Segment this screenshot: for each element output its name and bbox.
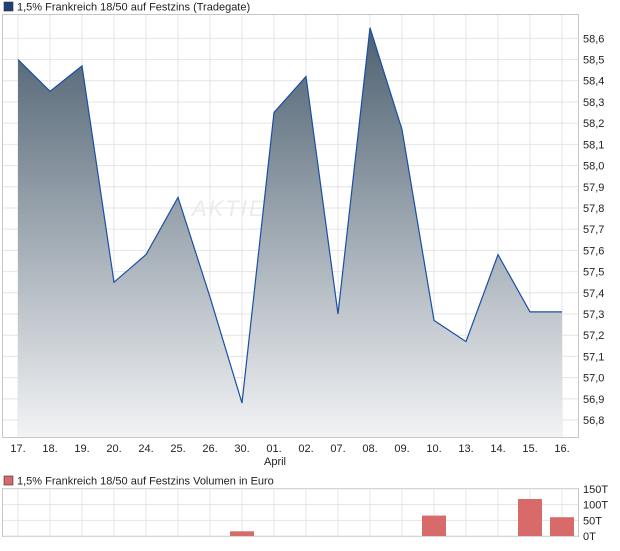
main-xtick-label: 13. xyxy=(458,443,473,455)
volume-ytick-label: 100T xyxy=(583,500,608,512)
main-ytick-label: 58,5 xyxy=(583,55,604,67)
volume-bar-10. xyxy=(422,516,446,536)
volume-ytick-label: 0T xyxy=(583,531,596,543)
volume-y-axis-labels: 150T 100T 50T 0T xyxy=(583,484,608,543)
main-ytick-label: 58,1 xyxy=(583,139,604,151)
main-ytick-label: 57,1 xyxy=(583,351,604,363)
main-xtick-label: 10. xyxy=(426,443,441,455)
main-ytick-label: 57,3 xyxy=(583,309,604,321)
price-area-fill xyxy=(18,28,562,437)
volume-bar-30. xyxy=(230,531,254,536)
main-legend-swatch xyxy=(4,2,13,11)
main-ytick-label: 56,9 xyxy=(583,394,604,406)
main-xtick-label: 17. xyxy=(10,443,25,455)
volume-legend-swatch xyxy=(4,476,13,485)
main-ytick-label: 58,0 xyxy=(583,161,604,173)
volume-bar-15. xyxy=(518,499,542,536)
volume-chart-title: 1,5% Frankreich 18/50 auf Festzins Volum… xyxy=(17,476,274,488)
main-xtick-label: 20. xyxy=(106,443,121,455)
main-xtick-label: 02. xyxy=(298,443,313,455)
main-xtick-label: 25. xyxy=(170,443,185,455)
volume-ytick-label: 150T xyxy=(583,484,608,496)
main-ytick-label: 58,2 xyxy=(583,118,604,130)
main-xtick-label: 09. xyxy=(394,443,409,455)
main-ytick-label: 57,6 xyxy=(583,245,604,257)
main-xtick-label: 08. xyxy=(362,443,377,455)
x-axis-month-label: April xyxy=(264,456,286,468)
main-ytick-label: 58,4 xyxy=(583,76,604,88)
volume-grid xyxy=(3,489,578,536)
main-xtick-label: 14. xyxy=(490,443,505,455)
main-ytick-label: 58,6 xyxy=(583,33,604,45)
main-xtick-label: 07. xyxy=(330,443,345,455)
main-ytick-label: 56,8 xyxy=(583,415,604,427)
main-ytick-label: 57,4 xyxy=(583,288,604,300)
main-chart-title: 1,5% Frankreich 18/50 auf Festzins (Trad… xyxy=(17,2,250,14)
main-xtick-label: 16. xyxy=(554,443,569,455)
main-xtick-label: 26. xyxy=(202,443,217,455)
main-ytick-label: 57,5 xyxy=(583,267,604,279)
main-x-axis-labels: 17. 18. 19. 20. 24. 25. 26. 30. 01. 02. 07. 08. 09. 1… xyxy=(10,443,569,455)
main-y-axis-labels: 58,6 58,5 58,4 58,3 58,2 58,1 58,0 57,9 57,8 57,7… xyxy=(583,33,604,427)
main-ytick-label: 57,8 xyxy=(583,203,604,215)
main-xtick-label: 19. xyxy=(74,443,89,455)
main-ytick-label: 57,0 xyxy=(583,373,604,385)
main-xtick-label: 15. xyxy=(522,443,537,455)
main-area-group xyxy=(18,28,562,437)
volume-plot-frame xyxy=(3,489,579,537)
volume-bar-16. xyxy=(550,517,574,536)
main-xtick-label: 01. xyxy=(266,443,281,455)
main-ytick-label: 58,3 xyxy=(583,97,604,109)
main-ytick-label: 57,9 xyxy=(583,182,604,194)
volume-ytick-label: 50T xyxy=(583,515,602,527)
main-xtick-label: 30. xyxy=(234,443,249,455)
main-ytick-label: 57,2 xyxy=(583,330,604,342)
main-ytick-label: 57,7 xyxy=(583,224,604,236)
main-xtick-label: 18. xyxy=(42,443,57,455)
main-xtick-label: 24. xyxy=(138,443,153,455)
